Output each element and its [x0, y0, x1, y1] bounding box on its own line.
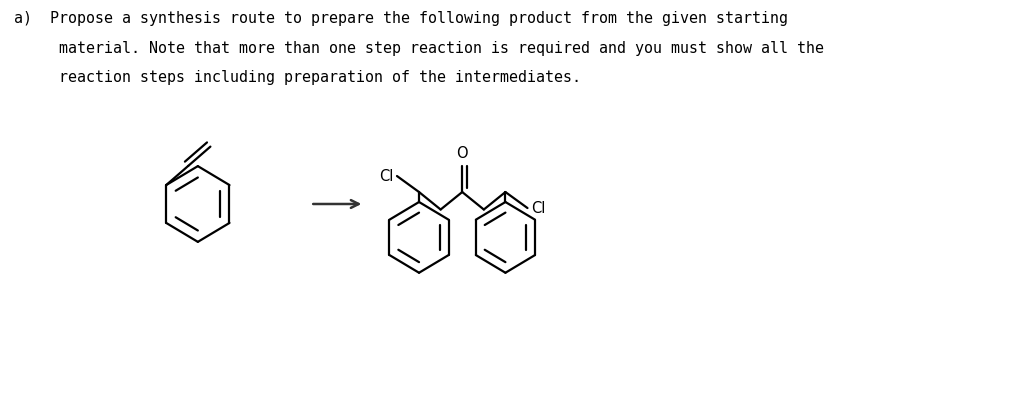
Text: Cl: Cl [379, 168, 393, 183]
Text: O: O [456, 146, 468, 161]
Text: a)  Propose a synthesis route to prepare the following product from the given st: a) Propose a synthesis route to prepare … [14, 11, 789, 26]
Text: material. Note that more than one step reaction is required and you must show al: material. Note that more than one step r… [14, 40, 824, 56]
Text: Cl: Cl [532, 200, 546, 216]
Text: reaction steps including preparation of the intermediates.: reaction steps including preparation of … [14, 70, 581, 86]
